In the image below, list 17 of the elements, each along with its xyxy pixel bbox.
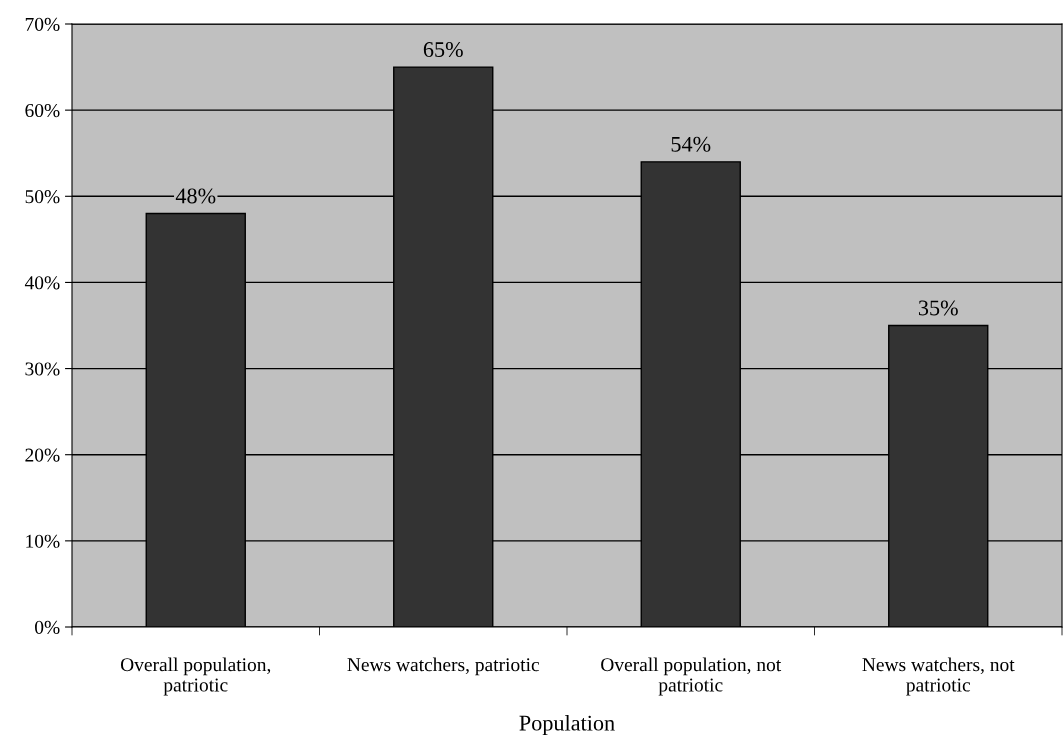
y-tick-label: 30% (25, 362, 60, 376)
x-tick-label: News watchers, patriotic (347, 657, 540, 676)
data-label: 65% (423, 42, 463, 58)
y-tick-label: 60% (25, 103, 60, 118)
y-tick-label: 20% (25, 448, 60, 462)
y-tick-label: 10% (26, 534, 60, 548)
x-tick-label: News watchers, not patriotic (862, 657, 1015, 696)
data-label: 35% (918, 300, 958, 316)
y-tick-label: 70% (25, 17, 60, 31)
data-label: 54% (671, 136, 711, 152)
x-axis-title: Population (519, 714, 615, 736)
y-tick-label: 40% (24, 276, 60, 290)
y-tick-label: 0% (35, 620, 60, 634)
data-label: 48% (175, 188, 216, 204)
x-tick-label: Overall population, not patriotic (601, 657, 782, 696)
y-tick-label: 50% (25, 190, 60, 204)
x-tick-label: Overall population, patriotic (120, 657, 271, 696)
